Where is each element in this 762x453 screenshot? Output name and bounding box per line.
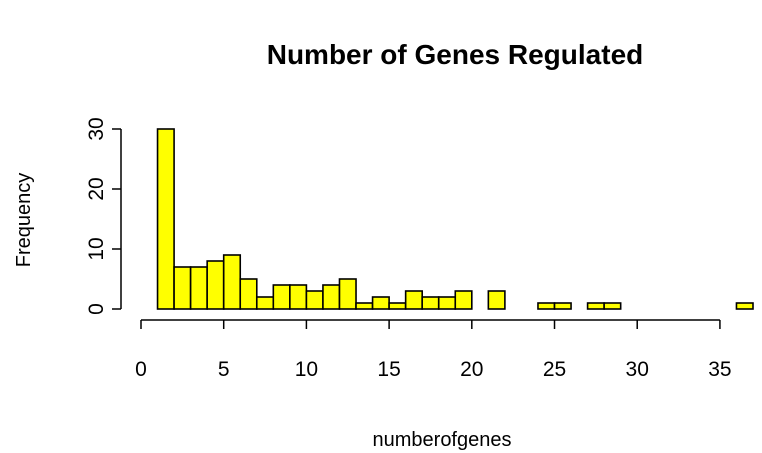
y-tick-label-20: 20: [85, 177, 108, 200]
y-axis-label: Frequency: [13, 173, 35, 268]
histogram-bar-2: [189, 266, 208, 310]
histogram-bar-4: [222, 254, 242, 310]
histogram-bar-10: [322, 284, 341, 310]
y-tick-label-30: 30: [85, 117, 108, 140]
histogram-bar-5: [239, 278, 258, 310]
y-axis: 0 10 20 30: [85, 117, 122, 315]
x-tick-label-5: 5: [218, 358, 230, 381]
x-axis-label: numberofgenes: [373, 429, 512, 451]
chart-title: Number of Genes Regulated: [267, 39, 644, 70]
histogram-bar-12: [355, 302, 374, 310]
histogram-bar-9: [305, 290, 324, 310]
y-tick-label-0: 0: [85, 303, 108, 315]
histogram-bar-11: [338, 278, 357, 310]
x-tick-label-20: 20: [460, 358, 483, 381]
histogram-bar-23: [537, 302, 556, 310]
x-tick-label-30: 30: [626, 358, 649, 381]
histogram-bar-24: [553, 302, 572, 310]
histogram-bar-17: [437, 296, 457, 310]
histogram-bar-0: [156, 128, 175, 310]
histogram-bar-27: [603, 302, 622, 310]
histogram-bar-16: [421, 296, 440, 310]
histogram-bar-35: [735, 302, 754, 310]
y-tick-label-10: 10: [85, 237, 108, 260]
histogram-bar-15: [404, 290, 423, 310]
histogram-bar-14: [388, 302, 407, 310]
x-axis: 0 5 10 15 20 25 30 35: [135, 319, 732, 381]
histogram-bar-13: [371, 296, 390, 310]
x-tick-label-10: 10: [295, 358, 318, 381]
histogram-bar-6: [255, 296, 275, 310]
histogram-bar-3: [206, 260, 225, 310]
histogram-bar-1: [173, 266, 192, 310]
histogram-bar-18: [454, 290, 473, 310]
x-tick-label-25: 25: [543, 358, 566, 381]
histogram-bar-20: [487, 290, 506, 310]
x-tick-label-0: 0: [135, 358, 147, 381]
histogram-bar-7: [272, 284, 291, 310]
x-tick-label-35: 35: [708, 358, 731, 381]
histogram-bar-26: [586, 302, 605, 310]
histogram-bars: [156, 128, 754, 310]
x-tick-label-15: 15: [377, 358, 400, 381]
histogram-bar-8: [289, 284, 308, 310]
